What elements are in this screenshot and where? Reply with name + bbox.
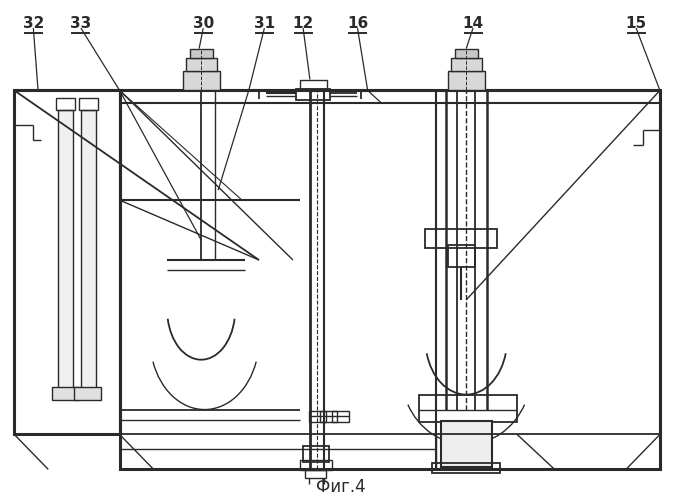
Bar xyxy=(441,421,492,467)
Bar xyxy=(448,72,485,90)
Bar xyxy=(451,58,482,71)
Text: 32: 32 xyxy=(22,16,44,30)
Bar xyxy=(120,90,660,470)
Bar xyxy=(308,411,326,422)
Bar xyxy=(303,446,329,462)
Bar xyxy=(296,90,330,101)
Bar xyxy=(57,98,76,110)
Bar xyxy=(455,48,478,58)
Bar xyxy=(419,394,517,422)
Text: 33: 33 xyxy=(70,16,91,30)
Bar xyxy=(14,90,120,434)
Bar xyxy=(432,464,501,473)
Text: 31: 31 xyxy=(254,16,275,30)
Bar xyxy=(448,245,475,268)
Bar xyxy=(79,98,98,110)
Text: 12: 12 xyxy=(293,16,314,30)
Bar xyxy=(300,460,332,470)
Text: 14: 14 xyxy=(462,16,484,30)
Bar xyxy=(426,228,497,248)
Text: Фиг.4: Фиг.4 xyxy=(316,478,365,496)
Bar xyxy=(305,470,326,478)
Text: 15: 15 xyxy=(626,16,647,30)
Bar xyxy=(74,387,101,400)
Bar xyxy=(189,48,212,58)
Bar xyxy=(59,110,74,390)
Text: 16: 16 xyxy=(347,16,368,30)
Bar xyxy=(183,72,219,90)
Text: 30: 30 xyxy=(193,16,214,30)
Bar xyxy=(52,387,79,400)
Bar xyxy=(320,411,337,422)
Bar xyxy=(332,411,349,422)
Bar xyxy=(185,58,217,71)
Bar xyxy=(81,110,96,390)
Bar xyxy=(300,80,327,90)
